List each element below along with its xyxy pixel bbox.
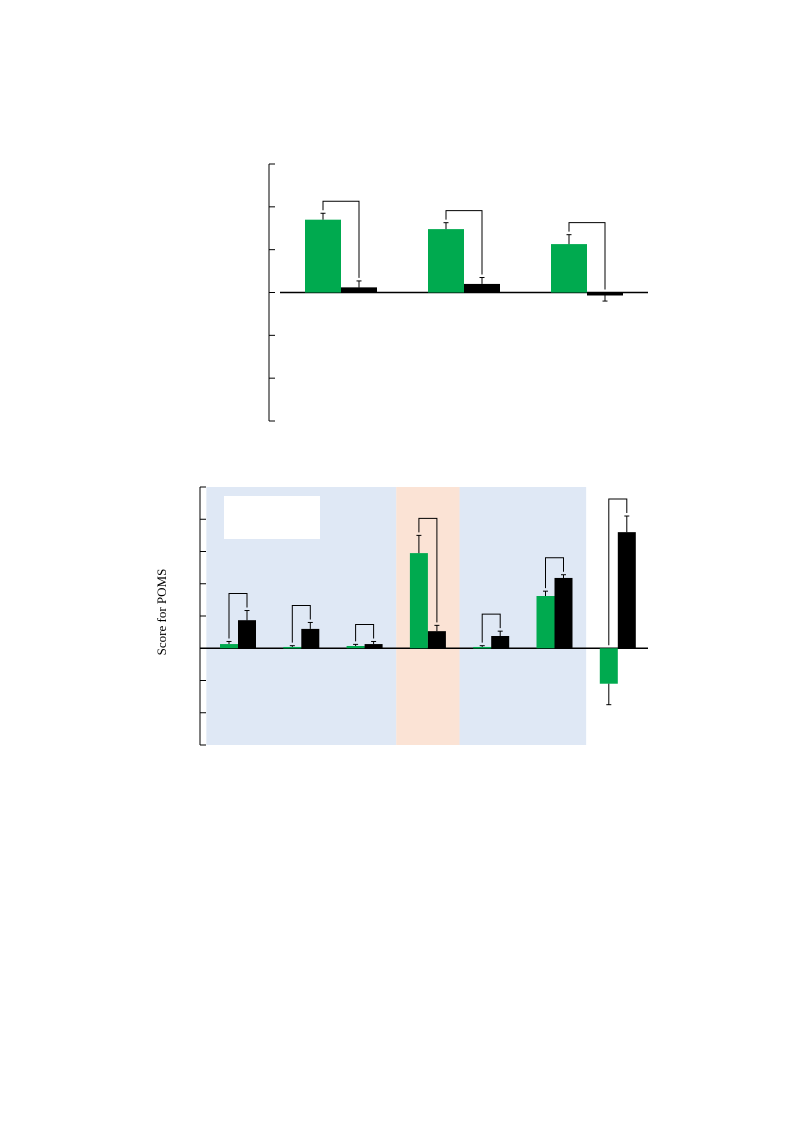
bar-black <box>238 620 256 649</box>
y-axis-label: Score for POMS <box>154 569 169 656</box>
significance-bracket <box>608 498 628 646</box>
bar-green <box>283 646 302 649</box>
significance-bracket <box>355 623 375 642</box>
bar-black <box>587 292 623 296</box>
bar-black <box>491 635 510 649</box>
significance-bracket <box>418 517 438 623</box>
bar-green <box>473 646 492 649</box>
bar-green <box>599 648 618 684</box>
bar-green <box>551 244 587 293</box>
significance-bracket <box>228 593 248 639</box>
bar-black <box>427 631 446 649</box>
bar-black <box>364 644 383 649</box>
bar-green <box>409 553 428 649</box>
significance-bracket <box>291 604 311 643</box>
bar-black <box>341 287 377 293</box>
chart-top <box>268 163 648 422</box>
chart-bottom <box>199 486 648 746</box>
bar-black <box>554 577 573 649</box>
significance-bracket <box>481 613 501 643</box>
bar-green <box>346 645 365 649</box>
significance-bracket <box>322 200 360 278</box>
significance-bracket <box>568 222 606 290</box>
bar-green <box>220 644 238 649</box>
bar-black <box>464 283 500 293</box>
significance-bracket <box>445 210 483 275</box>
bar-black <box>617 532 636 649</box>
bar-green <box>536 596 555 649</box>
legend-box <box>224 496 320 539</box>
significance-bracket <box>545 557 564 589</box>
bar-black <box>301 628 320 649</box>
bar-green <box>305 219 341 293</box>
bar-green <box>428 229 464 293</box>
